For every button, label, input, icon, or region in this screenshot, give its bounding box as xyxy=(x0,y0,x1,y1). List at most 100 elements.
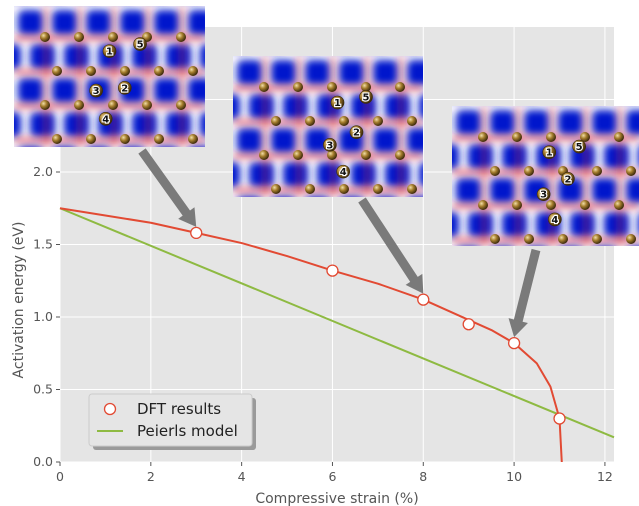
dft-point xyxy=(326,264,339,277)
inset-arrows xyxy=(138,148,541,338)
y-axis-ticks: 0.00.51.01.52.02.5 xyxy=(33,92,60,469)
atom xyxy=(74,100,84,110)
dft-point xyxy=(507,336,521,350)
bond-density xyxy=(263,56,267,197)
atom xyxy=(626,302,636,312)
charge-lobe xyxy=(407,60,423,85)
charge-lobe xyxy=(237,60,262,85)
atom xyxy=(108,100,118,110)
structure-insets: 1 5 3 2 4 1 5 2 3 4 1 5 2 3 4 xyxy=(0,0,639,312)
charge-lobe xyxy=(154,78,179,103)
charge-lobe xyxy=(188,10,205,35)
charge-lobe xyxy=(18,78,43,103)
bond-density xyxy=(550,106,554,246)
atom xyxy=(580,132,590,142)
atom xyxy=(361,82,371,92)
atom xyxy=(490,166,500,176)
bond-density xyxy=(14,70,205,74)
atom xyxy=(271,116,281,126)
legend: DFT results Peierls model xyxy=(88,393,256,450)
charge-lobe xyxy=(88,146,109,147)
atom-number-label: 4 xyxy=(340,167,347,178)
bond-density xyxy=(399,56,403,197)
charge-lobe xyxy=(20,146,41,147)
charge-lobe xyxy=(18,10,43,35)
atom xyxy=(271,184,281,194)
charge-lobe xyxy=(558,110,583,135)
atom xyxy=(40,32,50,42)
charge-lobe xyxy=(373,128,398,153)
atom xyxy=(74,32,84,42)
charge-lobe xyxy=(52,10,77,35)
charge-lobe xyxy=(108,0,133,1)
bond-density xyxy=(618,106,622,246)
charge-lobe xyxy=(409,196,423,197)
charge-lobe xyxy=(237,128,262,153)
charge-lobe xyxy=(452,144,459,169)
charge-lobe xyxy=(502,144,527,169)
numbered-atom xyxy=(359,90,373,104)
atom xyxy=(407,184,417,194)
atom xyxy=(120,134,130,144)
charge-lobe xyxy=(239,196,260,197)
atom xyxy=(305,116,315,126)
charge-lobe xyxy=(156,146,177,147)
bond-density xyxy=(112,6,116,147)
charge-lobe xyxy=(375,196,396,197)
charge-lobe xyxy=(132,112,157,137)
inset-arrow xyxy=(358,197,424,294)
legend-box xyxy=(88,393,253,447)
numbered-atom xyxy=(133,37,147,51)
charge-lobe xyxy=(249,94,274,119)
charge-lobe xyxy=(14,112,21,137)
structure-inset: 1 5 2 3 4 xyxy=(233,56,423,197)
numbered-atom xyxy=(323,138,337,152)
structure-inset: 1 5 3 2 4 xyxy=(0,0,235,147)
charge-lobe xyxy=(468,144,493,169)
charge-lobe xyxy=(626,246,639,271)
bond-density xyxy=(233,188,423,192)
charge-lobe xyxy=(307,196,328,197)
y-tick-label: 0.5 xyxy=(33,382,53,397)
charge-lobe xyxy=(64,44,89,69)
charge-lobe xyxy=(604,212,629,237)
charge-lobe xyxy=(341,196,362,197)
charge-lobe xyxy=(407,128,423,153)
bond-density xyxy=(584,106,588,246)
atom xyxy=(259,150,269,160)
atom-number-label: 5 xyxy=(363,92,370,103)
y-tick-label: 2.0 xyxy=(33,164,53,179)
atom xyxy=(293,150,303,160)
charge-lobe xyxy=(0,10,9,35)
charge-lobe xyxy=(233,94,240,119)
atom xyxy=(407,116,417,126)
charge-lobe xyxy=(122,146,143,147)
charge-lobe xyxy=(210,0,235,1)
bond-density xyxy=(331,56,335,197)
atom-number-label: 3 xyxy=(93,86,100,97)
bond-density xyxy=(180,6,184,147)
charge-lobe xyxy=(200,44,205,69)
atom xyxy=(142,100,152,110)
atom-number-label: 3 xyxy=(540,190,547,201)
charge-lobe xyxy=(419,162,423,187)
atom xyxy=(373,116,383,126)
atom xyxy=(176,32,186,42)
bond-density xyxy=(44,6,48,147)
atom xyxy=(546,132,556,142)
charge-lobe xyxy=(273,196,294,197)
charge-lobe xyxy=(419,94,423,119)
charge-lobe xyxy=(490,178,515,203)
numbered-atom xyxy=(542,145,557,159)
atom xyxy=(154,66,164,76)
charge-lobe xyxy=(271,128,296,153)
charge-lobe xyxy=(188,78,205,103)
x-axis-label: Compressive strain (%) xyxy=(255,491,418,506)
charge-lobe xyxy=(64,112,89,137)
atom xyxy=(86,134,96,144)
atom xyxy=(188,134,198,144)
numbered-atom xyxy=(330,95,345,110)
legend-marker-dft xyxy=(103,402,117,416)
atom xyxy=(614,132,624,142)
